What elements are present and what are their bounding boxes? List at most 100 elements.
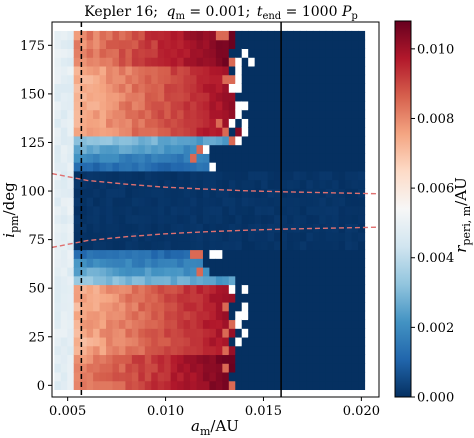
heatmap-cell bbox=[138, 30, 146, 41]
heatmap-cell bbox=[235, 363, 243, 373]
heatmap-cell bbox=[319, 57, 327, 67]
heatmap-cell bbox=[293, 144, 301, 154]
heatmap-cell bbox=[144, 30, 152, 41]
heatmap-cell bbox=[332, 249, 340, 259]
heatmap-cell bbox=[254, 232, 262, 242]
heatmap-cell bbox=[222, 284, 230, 294]
heatmap-cell bbox=[280, 127, 288, 137]
heatmap-cell bbox=[118, 267, 127, 277]
heatmap-cell bbox=[112, 284, 120, 294]
heatmap-cell bbox=[190, 39, 198, 50]
heatmap-cell bbox=[151, 310, 159, 321]
heatmap-cell bbox=[67, 127, 75, 137]
heatmap-cell bbox=[183, 354, 191, 364]
heatmap-cell bbox=[73, 57, 81, 67]
heatmap-cell bbox=[261, 232, 269, 242]
heatmap-cell bbox=[274, 92, 282, 102]
heatmap-cell bbox=[86, 57, 94, 67]
heatmap-cell bbox=[99, 275, 107, 286]
heatmap-cell bbox=[222, 170, 230, 181]
heatmap-cell bbox=[86, 310, 94, 321]
heatmap-cell bbox=[358, 100, 366, 111]
heatmap-cell bbox=[54, 232, 62, 242]
heatmap-cell bbox=[286, 284, 295, 294]
heatmap-cell bbox=[196, 249, 204, 259]
heatmap-cell bbox=[254, 83, 262, 93]
heatmap-cell bbox=[332, 127, 340, 137]
heatmap-cell bbox=[248, 205, 256, 216]
heatmap-cell bbox=[274, 65, 282, 76]
heatmap-cell bbox=[209, 319, 217, 329]
heatmap-cell bbox=[261, 57, 269, 67]
heatmap-cell bbox=[60, 249, 68, 259]
heatmap-cell bbox=[286, 170, 295, 181]
heatmap-cell bbox=[235, 162, 243, 172]
heatmap-cell bbox=[215, 214, 223, 224]
heatmap-cell bbox=[254, 92, 262, 102]
heatmap-cell bbox=[241, 293, 249, 303]
heatmap-cell bbox=[209, 92, 217, 102]
heatmap-cell bbox=[157, 232, 165, 242]
heatmap-cell bbox=[299, 380, 307, 391]
heatmap-cell bbox=[345, 232, 353, 242]
heatmap-cell bbox=[106, 328, 114, 338]
heatmap-cell bbox=[325, 65, 333, 76]
heatmap-cell bbox=[254, 109, 262, 119]
heatmap-cell bbox=[306, 109, 314, 119]
heatmap-cell bbox=[93, 83, 101, 93]
heatmap-cell bbox=[261, 363, 269, 373]
heatmap-cell bbox=[196, 48, 204, 58]
heatmap-cell bbox=[248, 144, 256, 154]
heatmap-cell bbox=[319, 232, 327, 242]
heatmap-cell bbox=[106, 223, 114, 233]
heatmap-cell bbox=[235, 301, 243, 312]
heatmap-cell bbox=[93, 293, 101, 303]
heatmap-cell bbox=[138, 127, 146, 137]
heatmap-cell bbox=[131, 214, 139, 224]
heatmap-cell bbox=[306, 205, 314, 216]
heatmap-cell bbox=[170, 275, 178, 286]
heatmap-cell bbox=[106, 48, 114, 58]
heatmap-cell bbox=[261, 336, 269, 347]
heatmap-cell bbox=[235, 354, 243, 364]
heatmap-cell bbox=[332, 57, 340, 67]
heatmap-cell bbox=[125, 301, 133, 312]
heatmap-cell bbox=[93, 249, 101, 259]
heatmap-cell bbox=[118, 83, 127, 93]
heatmap-cell bbox=[99, 100, 107, 111]
heatmap-cell bbox=[267, 30, 275, 41]
heatmap-cell bbox=[293, 275, 301, 286]
heatmap-cell bbox=[338, 100, 346, 111]
heatmap-cell bbox=[338, 336, 346, 347]
heatmap-cell bbox=[312, 363, 320, 373]
heatmap-cell bbox=[267, 319, 275, 329]
heatmap-cell bbox=[151, 319, 159, 329]
heatmap-cell bbox=[138, 301, 146, 312]
heatmap-cell bbox=[267, 162, 275, 172]
heatmap-cell bbox=[235, 328, 243, 338]
heatmap-cell bbox=[131, 74, 139, 84]
heatmap-cell bbox=[67, 267, 75, 277]
heatmap-cell bbox=[73, 284, 81, 294]
heatmap-cell bbox=[106, 267, 114, 277]
heatmap-cell bbox=[338, 144, 346, 154]
heatmap-cell bbox=[267, 83, 275, 93]
heatmap-cell bbox=[202, 205, 211, 216]
heatmap-cell bbox=[131, 170, 139, 181]
heatmap-cell bbox=[73, 328, 81, 338]
heatmap-cell bbox=[215, 92, 223, 102]
heatmap-cell bbox=[196, 223, 204, 233]
heatmap-cell bbox=[157, 293, 165, 303]
heatmap-cell bbox=[138, 162, 146, 172]
heatmap-cell bbox=[86, 197, 94, 207]
heatmap-cell bbox=[254, 74, 262, 84]
heatmap-cell bbox=[80, 214, 88, 224]
heatmap-cell bbox=[332, 336, 340, 347]
heatmap-cell bbox=[151, 371, 159, 382]
heatmap-cell bbox=[306, 162, 314, 172]
heatmap-cell bbox=[164, 197, 172, 207]
heatmap-cell bbox=[112, 205, 120, 216]
heatmap-cell bbox=[93, 48, 101, 58]
heatmap-cell bbox=[267, 258, 275, 268]
heatmap-cell bbox=[106, 30, 114, 41]
